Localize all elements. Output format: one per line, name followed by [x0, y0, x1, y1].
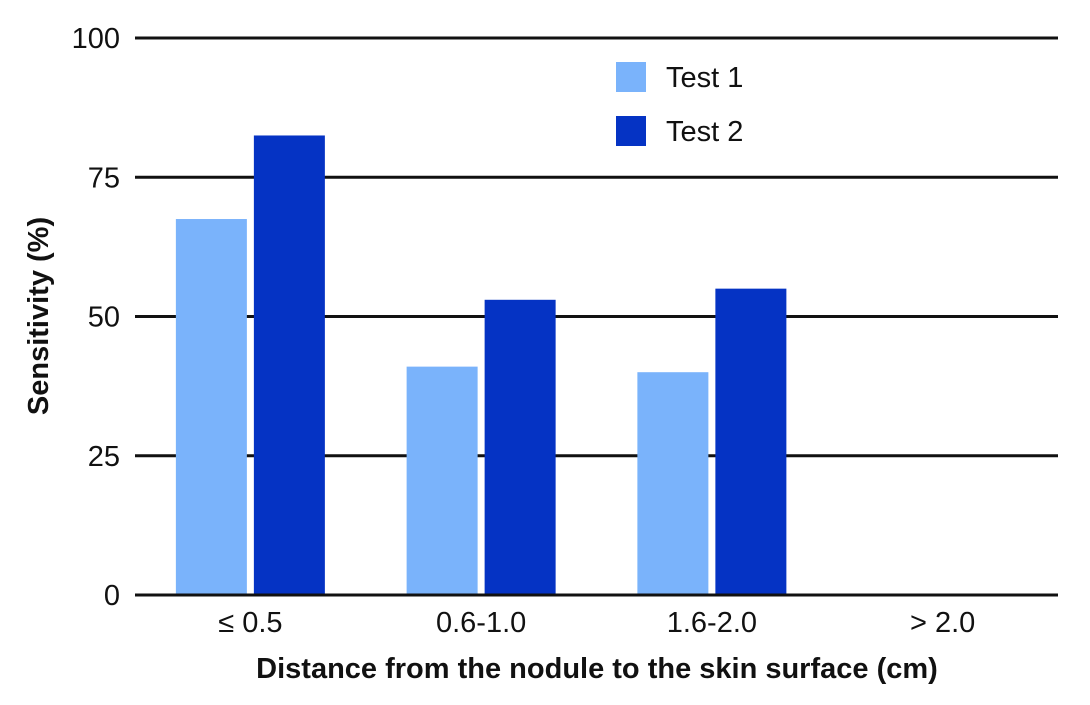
y-tick-label: 75 — [88, 162, 120, 194]
bars — [175, 135, 787, 594]
x-tick-label: ≤ 0.5 — [218, 607, 282, 639]
x-tick-label: 0.6-1.0 — [436, 607, 526, 639]
legend-swatch — [616, 62, 646, 92]
x-tick-label: > 2.0 — [910, 607, 975, 639]
y-tick-label: 0 — [104, 580, 120, 612]
x-tick-label: 1.6-2.0 — [667, 607, 757, 639]
x-axis-title: Distance from the nodule to the skin sur… — [256, 653, 938, 685]
bar-1-1 — [175, 219, 247, 594]
y-tick-label: 100 — [72, 23, 120, 55]
legend-label: Test 1 — [666, 62, 743, 94]
bar-2-3 — [715, 288, 787, 594]
legend-swatch — [616, 116, 646, 146]
legend: Test 1 Test 2 — [616, 62, 743, 148]
bar-1-2 — [406, 366, 478, 594]
x-tick-labels: ≤ 0.5 0.6-1.0 1.6-2.0 > 2.0 — [218, 607, 975, 639]
y-tick-label: 25 — [88, 441, 120, 473]
y-axis-title: Sensitivity (%) — [23, 217, 55, 415]
legend-label: Test 2 — [666, 116, 743, 148]
bar-2-2 — [484, 299, 556, 594]
bar-2-1 — [253, 135, 325, 594]
bar-1-3 — [637, 372, 709, 594]
y-tick-labels: 0 25 50 75 100 — [72, 23, 120, 612]
y-tick-label: 50 — [88, 302, 120, 334]
